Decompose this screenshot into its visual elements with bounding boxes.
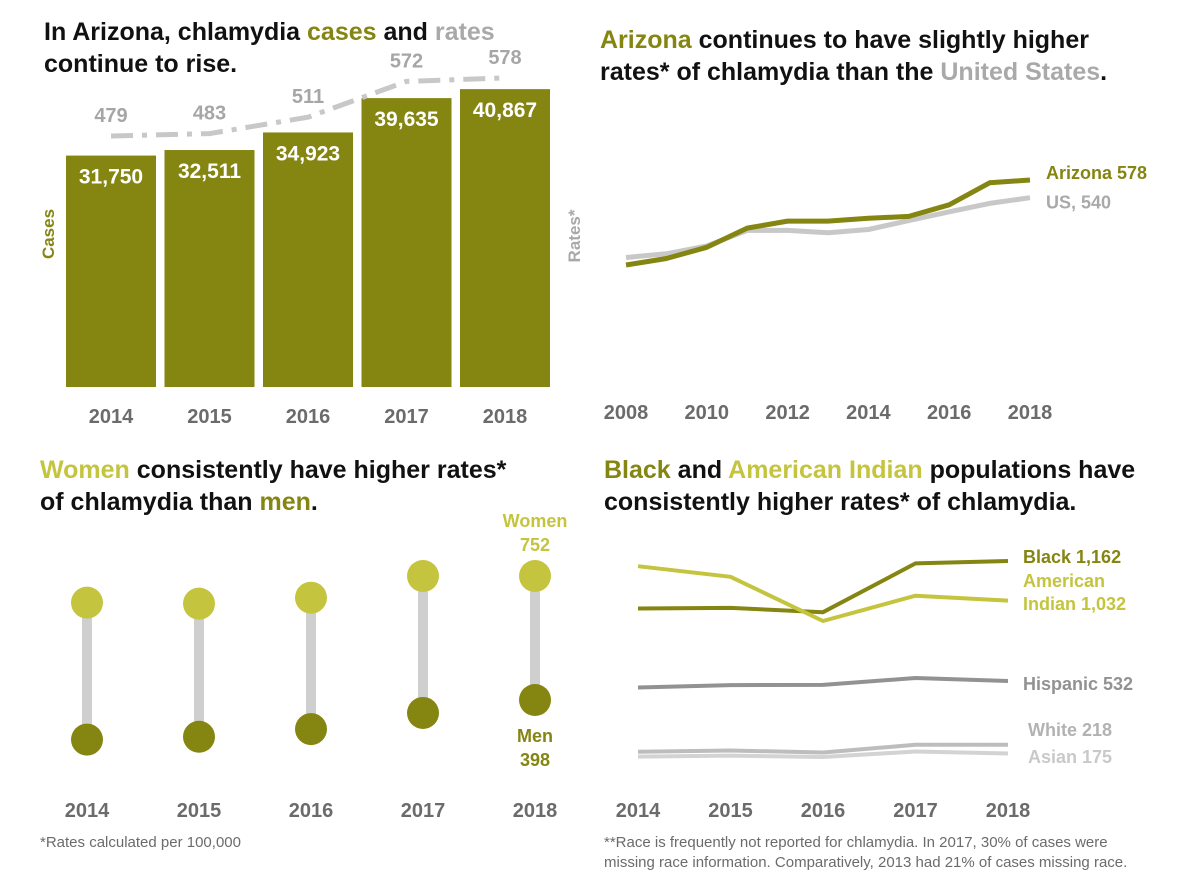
rate-label-2017: 572 bbox=[390, 50, 423, 72]
x-tick-2012: 2012 bbox=[765, 402, 810, 424]
panel1-title-line1: In Arizona, chlamydia cases and rates bbox=[44, 18, 495, 46]
women-dot-2018 bbox=[519, 560, 551, 592]
footnote-race-line1: **Race is frequently not reported for ch… bbox=[604, 834, 1108, 851]
x-tick-2018: 2018 bbox=[513, 800, 558, 822]
bar-value-label-2017: 39,635 bbox=[374, 108, 439, 131]
panel3-title-line1: Women consistently have higher rates* bbox=[40, 456, 507, 484]
x-tick-2017: 2017 bbox=[401, 800, 446, 822]
women-label: Women bbox=[503, 511, 568, 531]
x-tick-2018: 2018 bbox=[986, 800, 1031, 822]
end-label-us: US, 540 bbox=[1046, 193, 1111, 213]
bar-2016 bbox=[263, 132, 353, 387]
x-tick-2014: 2014 bbox=[846, 402, 891, 424]
women-dot-2017 bbox=[407, 560, 439, 592]
panel4-title-line1: Black and American Indian populations ha… bbox=[604, 456, 1135, 484]
line-asian bbox=[637, 749, 1009, 759]
line-american-indian bbox=[637, 564, 1009, 623]
panel1-y-axis-label: Cases bbox=[39, 209, 58, 259]
panel2-title-line2: rates* of chlamydia than the United Stat… bbox=[600, 58, 1107, 86]
x-tick-2016: 2016 bbox=[286, 406, 331, 428]
panel4-lines: Black 1,162 American Indian 1,032 Hispanic … bbox=[616, 547, 1133, 822]
women-value: 752 bbox=[520, 535, 550, 555]
footnote-race-line2: missing race information. Comparatively,… bbox=[604, 854, 1127, 871]
line-black bbox=[637, 559, 1009, 615]
panel1-bars: 31,750 2014 32,511 2015 34,923 2016 39,635 2017… bbox=[66, 47, 550, 428]
x-tick-2014: 2014 bbox=[65, 800, 110, 822]
bar-value-label-2016: 34,923 bbox=[276, 142, 340, 165]
bar-2014 bbox=[66, 155, 156, 387]
x-tick-2016: 2016 bbox=[801, 800, 846, 822]
rate-label-2016: 511 bbox=[292, 86, 324, 108]
men-label: Men bbox=[517, 726, 553, 746]
men-value: 398 bbox=[520, 750, 550, 770]
x-tick-2017: 2017 bbox=[893, 800, 938, 822]
panel3-title-line2: of chlamydia than men. bbox=[40, 488, 318, 516]
x-tick-2018: 2018 bbox=[1008, 402, 1053, 424]
line-arizona bbox=[625, 177, 1031, 268]
bar-value-label-2014: 31,750 bbox=[79, 166, 143, 189]
women-dot-2016 bbox=[295, 581, 327, 614]
men-dot-2016 bbox=[295, 713, 327, 746]
x-tick-2008: 2008 bbox=[604, 402, 649, 424]
x-tick-2014: 2014 bbox=[89, 406, 134, 428]
x-tick-2015: 2015 bbox=[177, 800, 222, 822]
panel2-y-axis-label: Rates* bbox=[565, 209, 584, 262]
men-dot-2018 bbox=[519, 684, 551, 716]
men-dot-2014 bbox=[71, 723, 103, 756]
panel3-dumbbells: 2014 2015 2016 2017 2018 Women 752 Men 398 bbox=[65, 511, 568, 822]
x-tick-2016: 2016 bbox=[927, 402, 972, 424]
line-white bbox=[637, 742, 1008, 755]
x-tick-2016: 2016 bbox=[289, 800, 334, 822]
panel4-title-line2: consistently higher rates* of chlamydia. bbox=[604, 488, 1076, 516]
bar-value-label-2018: 40,867 bbox=[473, 99, 537, 122]
women-dot-2014 bbox=[71, 586, 103, 619]
panel2-lines: Arizona 578 US, 540 2008 2010 2012 2014 2016 20… bbox=[604, 163, 1147, 424]
rate-label-2014: 479 bbox=[94, 105, 127, 127]
men-dot-2017 bbox=[407, 696, 439, 729]
line-hispanic bbox=[637, 676, 1009, 690]
end-label-white: White 218 bbox=[1028, 720, 1112, 740]
end-label-american-indian-line2: Indian 1,032 bbox=[1023, 594, 1126, 614]
bar-2015 bbox=[164, 150, 255, 387]
x-tick-2015: 2015 bbox=[708, 800, 753, 822]
rate-label-2015: 483 bbox=[193, 103, 226, 125]
end-label-american-indian-line1: American bbox=[1023, 571, 1105, 591]
bar-value-label-2015: 32,511 bbox=[178, 160, 241, 183]
end-label-arizona: Arizona 578 bbox=[1046, 163, 1147, 183]
men-dot-2015 bbox=[183, 720, 215, 753]
women-dot-2015 bbox=[183, 587, 215, 620]
panel2-title-line1: Arizona continues to have slightly highe… bbox=[600, 26, 1089, 54]
x-tick-2010: 2010 bbox=[685, 402, 730, 424]
footnote-rates: *Rates calculated per 100,000 bbox=[40, 834, 241, 851]
rates-overlay-line bbox=[110, 75, 506, 139]
rate-label-2018: 578 bbox=[488, 47, 521, 69]
panel1-title-line2: continue to rise. bbox=[44, 50, 237, 78]
line-us bbox=[625, 195, 1031, 260]
x-tick-2014: 2014 bbox=[616, 800, 661, 822]
bar-2018 bbox=[460, 89, 550, 388]
x-tick-2018: 2018 bbox=[483, 406, 528, 428]
bar-2017 bbox=[361, 98, 452, 387]
end-label-hispanic: Hispanic 532 bbox=[1023, 674, 1133, 694]
end-label-black: Black 1,162 bbox=[1023, 547, 1121, 567]
end-label-asian: Asian 175 bbox=[1028, 747, 1112, 767]
x-tick-2017: 2017 bbox=[384, 406, 429, 428]
x-tick-2015: 2015 bbox=[187, 406, 232, 428]
